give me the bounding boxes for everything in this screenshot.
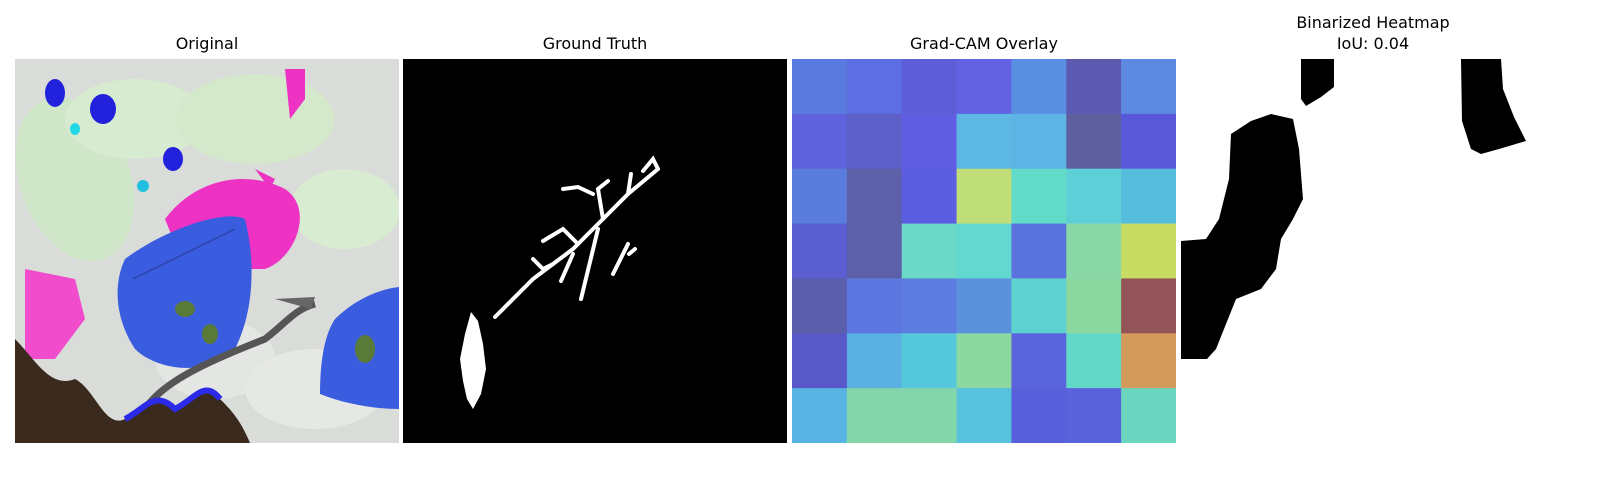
gradcam-cell xyxy=(1121,333,1176,389)
gradcam-cell xyxy=(792,168,848,225)
gradcam-cell xyxy=(901,388,958,443)
gradcam-cell xyxy=(1011,333,1067,389)
gradcam-cell xyxy=(1066,223,1122,279)
gradcam-cell xyxy=(956,278,1012,334)
gradcam-cell xyxy=(846,333,903,389)
gradcam-overlay xyxy=(792,59,1176,443)
gradcam-cell xyxy=(1066,388,1122,443)
gradcam-cell xyxy=(1011,223,1067,279)
original-image xyxy=(15,59,399,443)
panel-subtitle-iou: IoU: 0.04 xyxy=(1336,34,1410,53)
gradcam-cell xyxy=(1121,59,1176,115)
gradcam-cell xyxy=(956,59,1012,115)
gradcam-cell xyxy=(1011,168,1067,225)
gradcam-cell xyxy=(1066,59,1122,115)
gradcam-cell xyxy=(792,113,848,170)
gradcam-cell xyxy=(901,278,958,334)
gradcam-cell xyxy=(792,223,848,279)
gradcam-cell xyxy=(1121,388,1176,443)
gradcam-cell xyxy=(846,223,903,279)
gradcam-cell xyxy=(1011,278,1067,334)
ground-truth-mask xyxy=(403,59,787,443)
gradcam-cell xyxy=(956,223,1012,279)
gradcam-cell xyxy=(846,168,903,225)
gradcam-cell xyxy=(1121,278,1176,334)
panel-title-ground-truth: Ground Truth xyxy=(542,34,648,53)
gradcam-cell xyxy=(901,223,958,279)
gradcam-grid xyxy=(792,59,1176,443)
gradcam-cell xyxy=(792,333,848,389)
gradcam-cell xyxy=(1066,278,1122,334)
gradcam-cell xyxy=(1121,113,1176,170)
gradcam-cell xyxy=(846,278,903,334)
gradcam-cell xyxy=(901,333,958,389)
binarized-heatmap xyxy=(1181,59,1565,443)
gradcam-cell xyxy=(792,278,848,334)
gradcam-cell xyxy=(956,333,1012,389)
gradcam-cell xyxy=(846,59,903,115)
panel-title-gradcam-overlay: Grad-CAM Overlay xyxy=(910,34,1058,53)
gradcam-cell xyxy=(1011,113,1067,170)
gradcam-cell xyxy=(1066,113,1122,170)
gradcam-cell xyxy=(1066,333,1122,389)
ground-truth-drawing xyxy=(403,59,787,443)
gradcam-cell xyxy=(846,388,903,443)
gradcam-cell xyxy=(1011,388,1067,443)
gradcam-cell xyxy=(792,59,848,115)
gradcam-cell xyxy=(1066,168,1122,225)
gradcam-cell xyxy=(1011,59,1067,115)
gradcam-cell xyxy=(901,113,958,170)
panel-title-original: Original xyxy=(175,34,239,53)
gradcam-cell xyxy=(1121,168,1176,225)
gradcam-cell xyxy=(1121,223,1176,279)
gradcam-cell xyxy=(792,388,848,443)
gradcam-cell xyxy=(956,168,1012,225)
binarized-heatmap-drawing xyxy=(1181,59,1565,443)
gradcam-cell xyxy=(901,59,958,115)
gradcam-cell xyxy=(956,388,1012,443)
gradcam-cell xyxy=(956,113,1012,170)
gradcam-cell xyxy=(846,113,903,170)
panel-title-binarized-heatmap: Binarized Heatmap xyxy=(1296,13,1450,32)
gradcam-cell xyxy=(901,168,958,225)
original-image-drawing xyxy=(15,59,399,443)
